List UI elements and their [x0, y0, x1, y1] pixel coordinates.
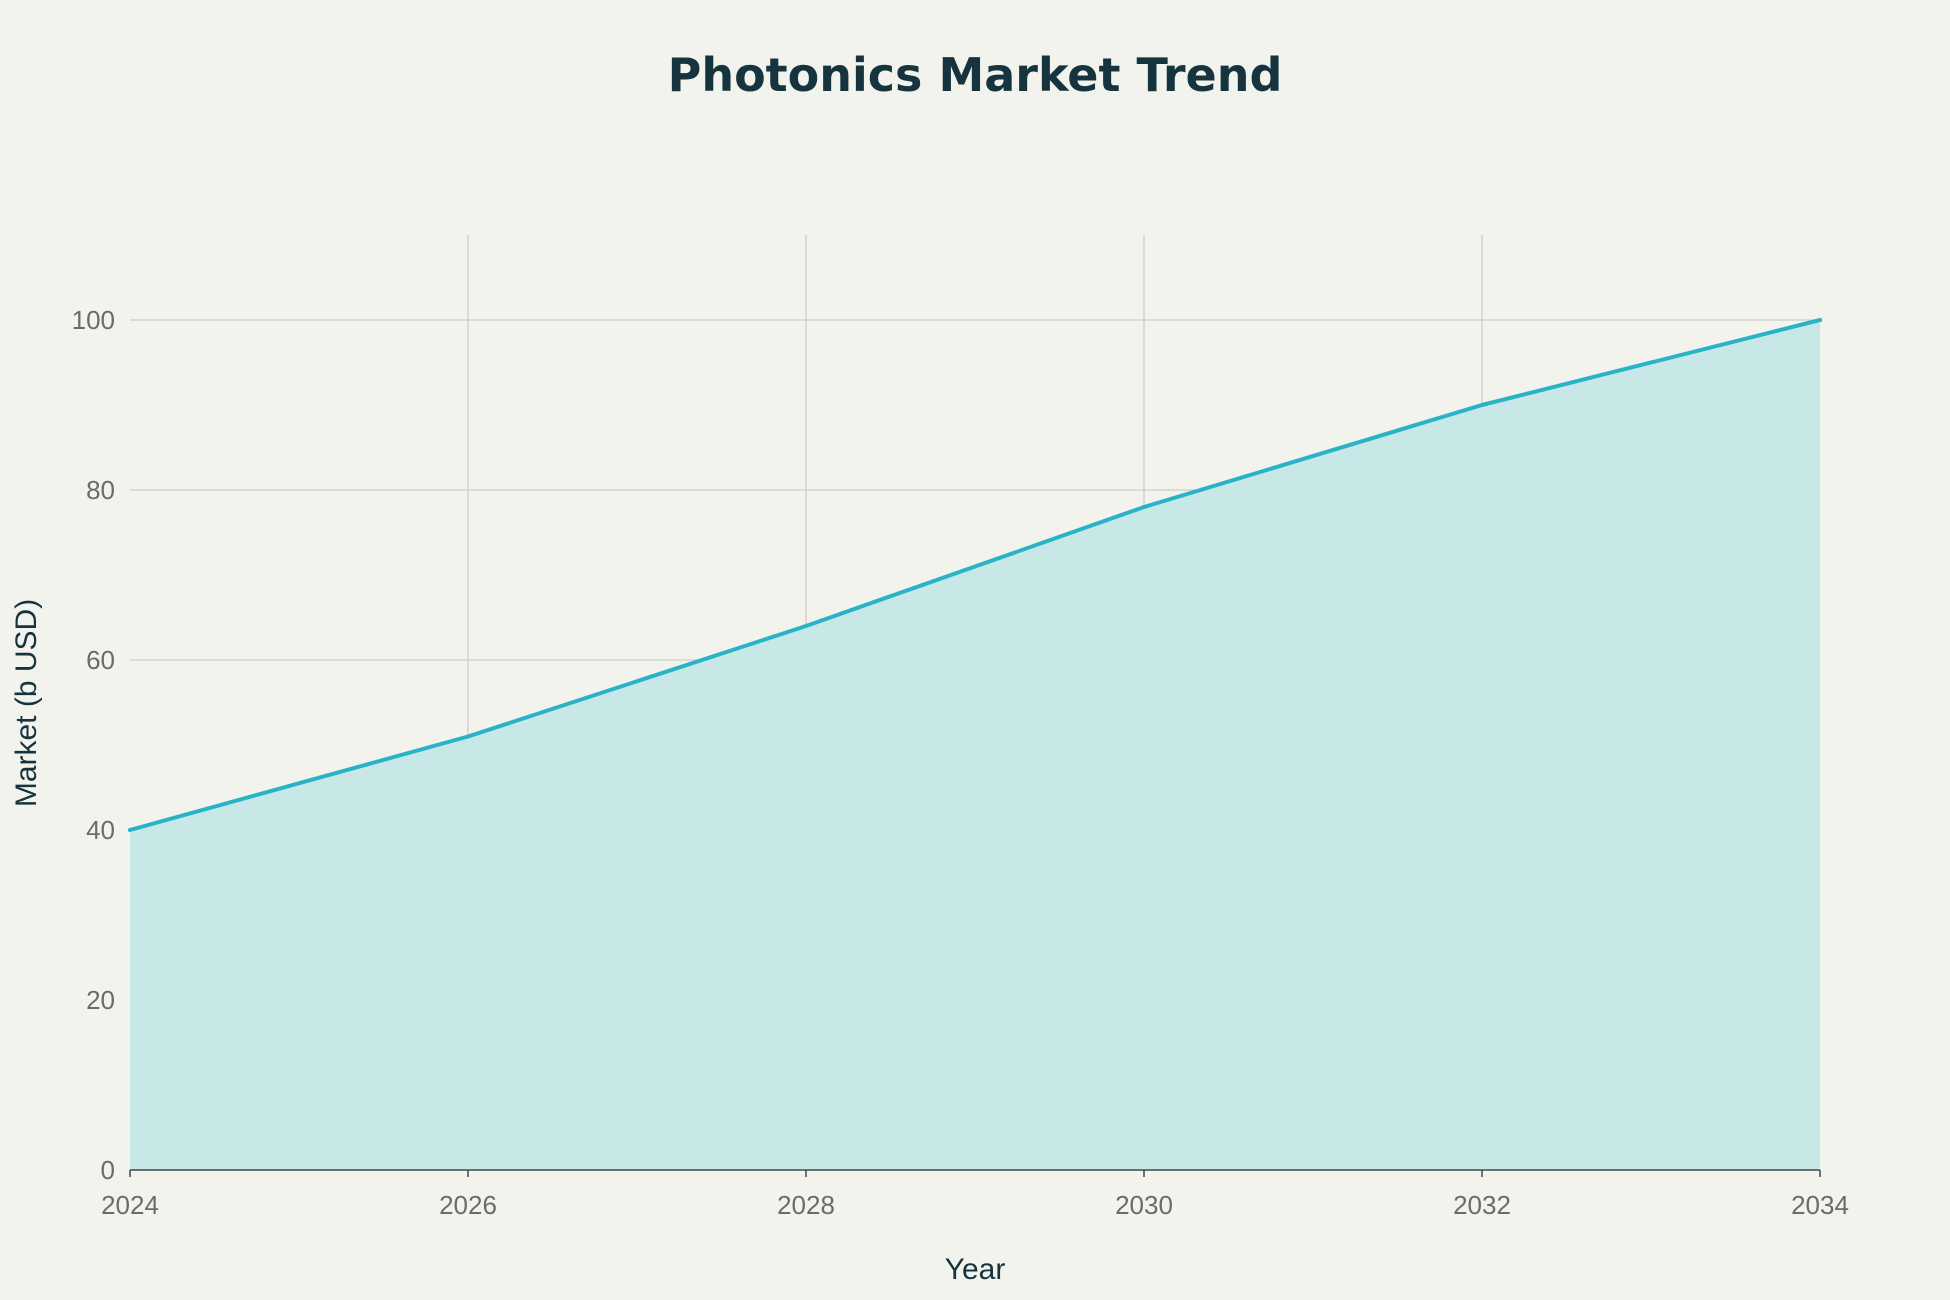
y-tick-label: 100	[72, 305, 115, 335]
x-tick-label: 2026	[439, 1190, 497, 1220]
plot-area	[128, 318, 1822, 1170]
y-tick-label: 80	[86, 475, 115, 505]
x-tick-label: 2028	[777, 1190, 835, 1220]
x-axis-title: Year	[945, 1253, 1006, 1286]
data-point	[804, 624, 808, 628]
data-point	[1818, 318, 1822, 322]
area-fill	[130, 320, 1820, 1170]
y-tick-label: 20	[86, 985, 115, 1015]
y-tick-label: 60	[86, 645, 115, 675]
y-axis-title: Market (b USD)	[10, 599, 43, 807]
x-tick-label: 2030	[1115, 1190, 1173, 1220]
axes: 2024 2026 2028 2030 2032 2034 0 20 40 60 80 100	[72, 305, 1849, 1220]
series-line	[128, 318, 1822, 832]
x-tick-label: 2024	[101, 1190, 159, 1220]
data-point	[466, 734, 470, 739]
x-tick-label: 2034	[1791, 1190, 1849, 1220]
x-tick-label: 2032	[1453, 1190, 1511, 1220]
chart-title: Photonics Market Trend	[668, 48, 1283, 102]
y-tick-label: 40	[86, 815, 115, 845]
data-point	[1480, 403, 1484, 407]
y-tick-label: 0	[101, 1155, 115, 1185]
data-point	[128, 828, 132, 832]
data-point	[1142, 505, 1146, 509]
